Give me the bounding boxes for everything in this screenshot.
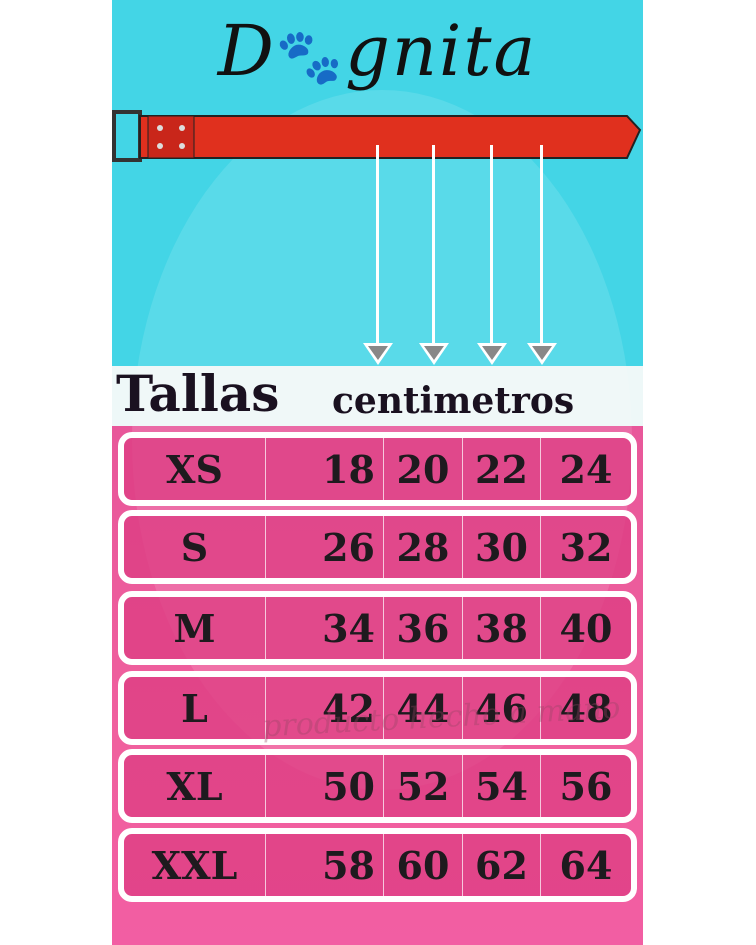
- measurement-value: 52: [384, 755, 463, 817]
- measurement-value: 38: [463, 597, 541, 659]
- measure-arrow: [540, 145, 543, 350]
- arrow-down-icon: [477, 343, 507, 365]
- collar-icon: [112, 110, 642, 162]
- unit-label: centimetros: [332, 380, 575, 422]
- measurement-value: 58: [266, 834, 384, 896]
- table-row: S 26 28 30 32: [118, 510, 637, 584]
- sizes-title: Tallas: [116, 364, 280, 423]
- table-row: L 42 44 46 48: [118, 671, 637, 745]
- measurement-value: 34: [266, 597, 384, 659]
- measurement-value: 50: [266, 755, 384, 817]
- measurement-value: 56: [559, 763, 613, 809]
- header-band: [112, 366, 643, 426]
- measurement-value: 64: [559, 842, 613, 888]
- arrow-down-icon: [527, 343, 557, 365]
- measurement-value: 32: [559, 524, 613, 570]
- size-label: L: [124, 677, 266, 739]
- size-label: M: [124, 597, 266, 659]
- measurement-value: 42: [266, 677, 384, 739]
- table-row: XXL 58 60 62 64: [118, 828, 637, 902]
- measure-arrow: [432, 145, 435, 350]
- arrow-down-icon: [363, 343, 393, 365]
- measurement-value: 44: [384, 677, 463, 739]
- size-label: XS: [124, 438, 266, 500]
- measurement-value: 54: [463, 755, 541, 817]
- size-chart-card: D🐾gnita Tallas centimetros XS 18 20 22 24 S 26…: [112, 0, 643, 945]
- measurement-value: 20: [384, 438, 463, 500]
- measurement-value: 48: [559, 685, 613, 731]
- measure-arrow: [490, 145, 493, 350]
- measurement-value: 30: [463, 516, 541, 578]
- measurement-value: 62: [463, 834, 541, 896]
- arrow-down-icon: [419, 343, 449, 365]
- measurement-value: 46: [463, 677, 541, 739]
- size-label: XL: [124, 755, 266, 817]
- brand-logo: D🐾gnita: [112, 10, 643, 92]
- measure-arrow: [376, 145, 379, 350]
- measurement-value: 24: [559, 446, 613, 492]
- table-row: M 34 36 38 40: [118, 591, 637, 665]
- measurement-value: 40: [559, 605, 613, 651]
- paw-print-icon: 🐾: [275, 25, 346, 88]
- table-row: XL 50 52 54 56: [118, 749, 637, 823]
- measurement-value: 26: [266, 516, 384, 578]
- measurement-value: 28: [384, 516, 463, 578]
- size-label: S: [124, 516, 266, 578]
- size-label: XXL: [124, 834, 266, 896]
- logo-suffix: gnita: [345, 10, 538, 92]
- measurement-value: 18: [266, 438, 384, 500]
- logo-prefix: D: [217, 10, 276, 92]
- measurement-value: 60: [384, 834, 463, 896]
- table-row: XS 18 20 22 24: [118, 432, 637, 506]
- measurement-value: 36: [384, 597, 463, 659]
- measurement-value: 22: [463, 438, 541, 500]
